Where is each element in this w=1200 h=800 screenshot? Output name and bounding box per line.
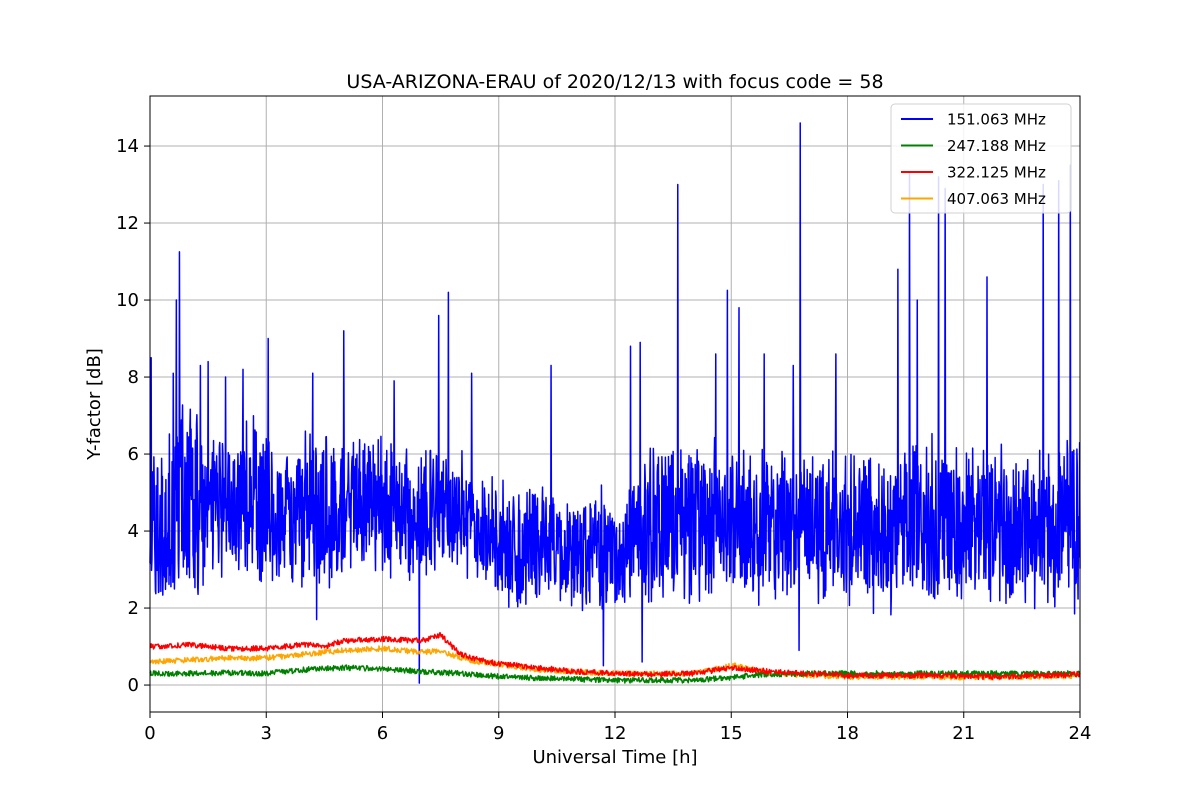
x-axis-label: Universal Time [h] — [532, 747, 697, 768]
legend-label: 322.125 MHz — [947, 164, 1046, 182]
y-axis-label: Y-factor [dB] — [84, 348, 105, 461]
y-tick-label: 10 — [116, 290, 139, 311]
y-tick-label: 4 — [128, 521, 139, 542]
x-tick-label: 3 — [261, 723, 272, 744]
series-line-2 — [149, 631, 1081, 681]
y-tick-label: 6 — [128, 444, 139, 465]
x-tick-label: 24 — [1069, 723, 1092, 744]
x-tick-label: 6 — [377, 723, 388, 744]
x-tick-label: 18 — [836, 723, 859, 744]
y-tick-label: 8 — [128, 367, 139, 388]
y-tick-label: 14 — [116, 136, 139, 157]
legend-box — [890, 103, 1072, 214]
x-tick-label: 15 — [720, 723, 743, 744]
legend-label: 247.188 MHz — [947, 137, 1046, 155]
series-line-0 — [149, 122, 1081, 684]
chart-title: USA-ARIZONA-ERAU of 2020/12/13 with focu… — [346, 71, 883, 93]
legend: 151.063 MHz 247.188 MHz 322.125 MHz 407.063… — [890, 103, 1072, 214]
x-tick-label: 0 — [144, 723, 155, 744]
x-tick-label: 12 — [604, 723, 627, 744]
y-tick-label: 0 — [128, 675, 139, 696]
x-tick-label: 21 — [952, 723, 975, 744]
legend-label: 151.063 MHz — [947, 111, 1046, 129]
y-tick-label: 12 — [116, 213, 139, 234]
y-tick-label: 2 — [128, 598, 139, 619]
legend-label: 407.063 MHz — [947, 190, 1046, 208]
plot-area — [149, 122, 1081, 684]
x-tick-label: 9 — [493, 723, 504, 744]
